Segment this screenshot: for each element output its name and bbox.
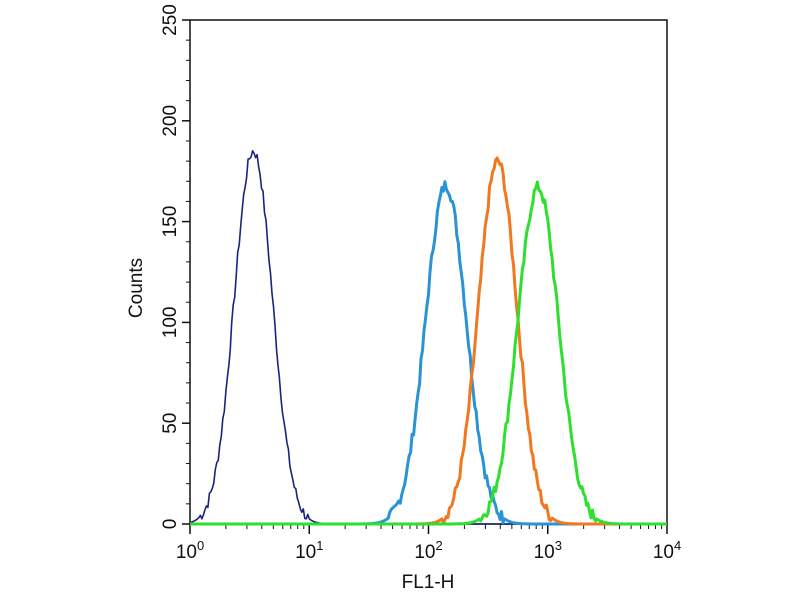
x-tick-label: 100 bbox=[176, 538, 204, 563]
x-tick-label: 104 bbox=[653, 538, 681, 563]
histogram-series-1 bbox=[189, 150, 667, 525]
series-layer bbox=[189, 150, 667, 526]
y-tick-label: 150 bbox=[160, 206, 181, 238]
x-tick-label: 101 bbox=[295, 538, 323, 563]
y-tick-label: 0 bbox=[160, 519, 181, 530]
x-tick-label: 103 bbox=[534, 538, 562, 563]
x-tick-label: 102 bbox=[414, 538, 442, 563]
y-tick-label: 250 bbox=[160, 4, 181, 36]
histogram-series-3 bbox=[190, 156, 667, 526]
y-tick-label: 100 bbox=[160, 307, 181, 339]
histogram-series-4 bbox=[190, 180, 667, 526]
y-axis-title: Counts bbox=[126, 258, 147, 318]
y-axis: 0 50 100 150 200 250 bbox=[160, 4, 190, 529]
x-axis-title: FL1-H bbox=[402, 572, 455, 593]
histogram-series-2 bbox=[190, 180, 667, 526]
y-tick-label: 200 bbox=[160, 105, 181, 137]
x-axis: 100 101 102 103 104 bbox=[176, 524, 681, 563]
y-tick-label: 50 bbox=[160, 413, 181, 434]
